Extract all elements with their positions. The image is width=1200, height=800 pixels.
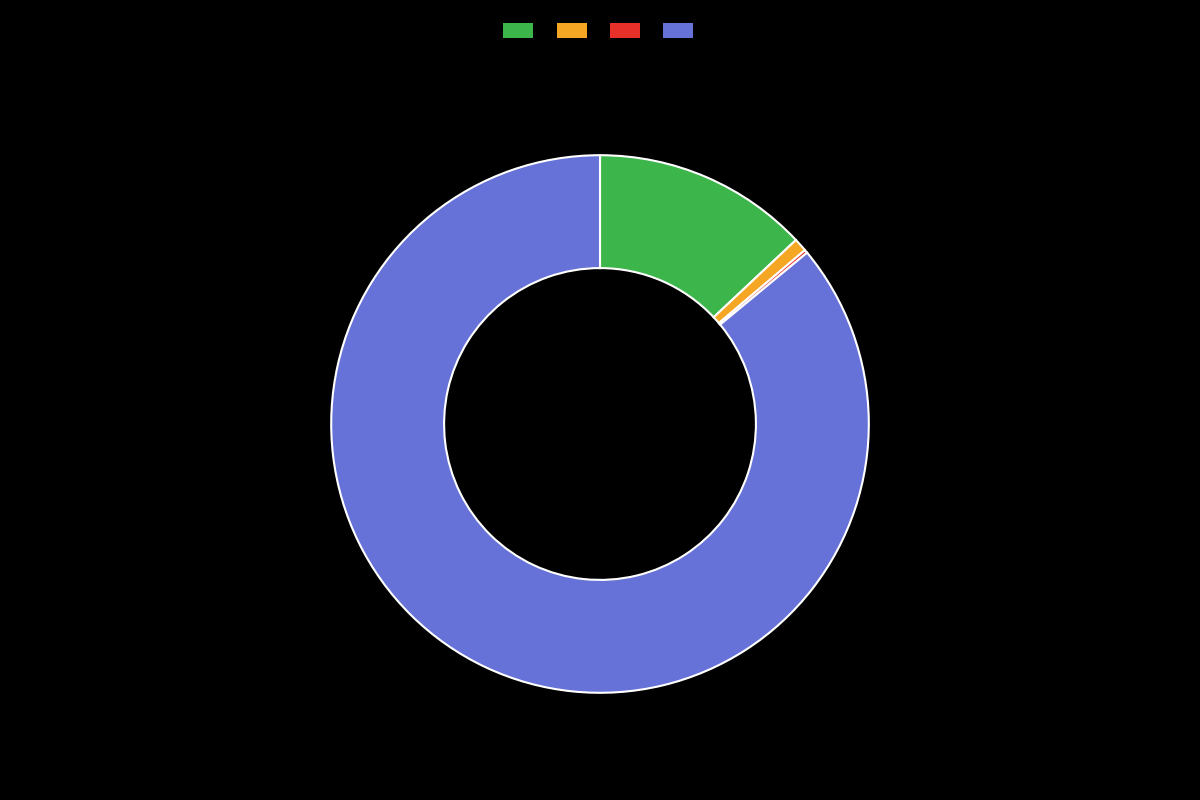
Wedge shape [600,155,796,318]
Wedge shape [714,240,805,323]
Legend: , , , : , , , [497,16,703,47]
Wedge shape [331,155,869,693]
Wedge shape [719,250,808,325]
